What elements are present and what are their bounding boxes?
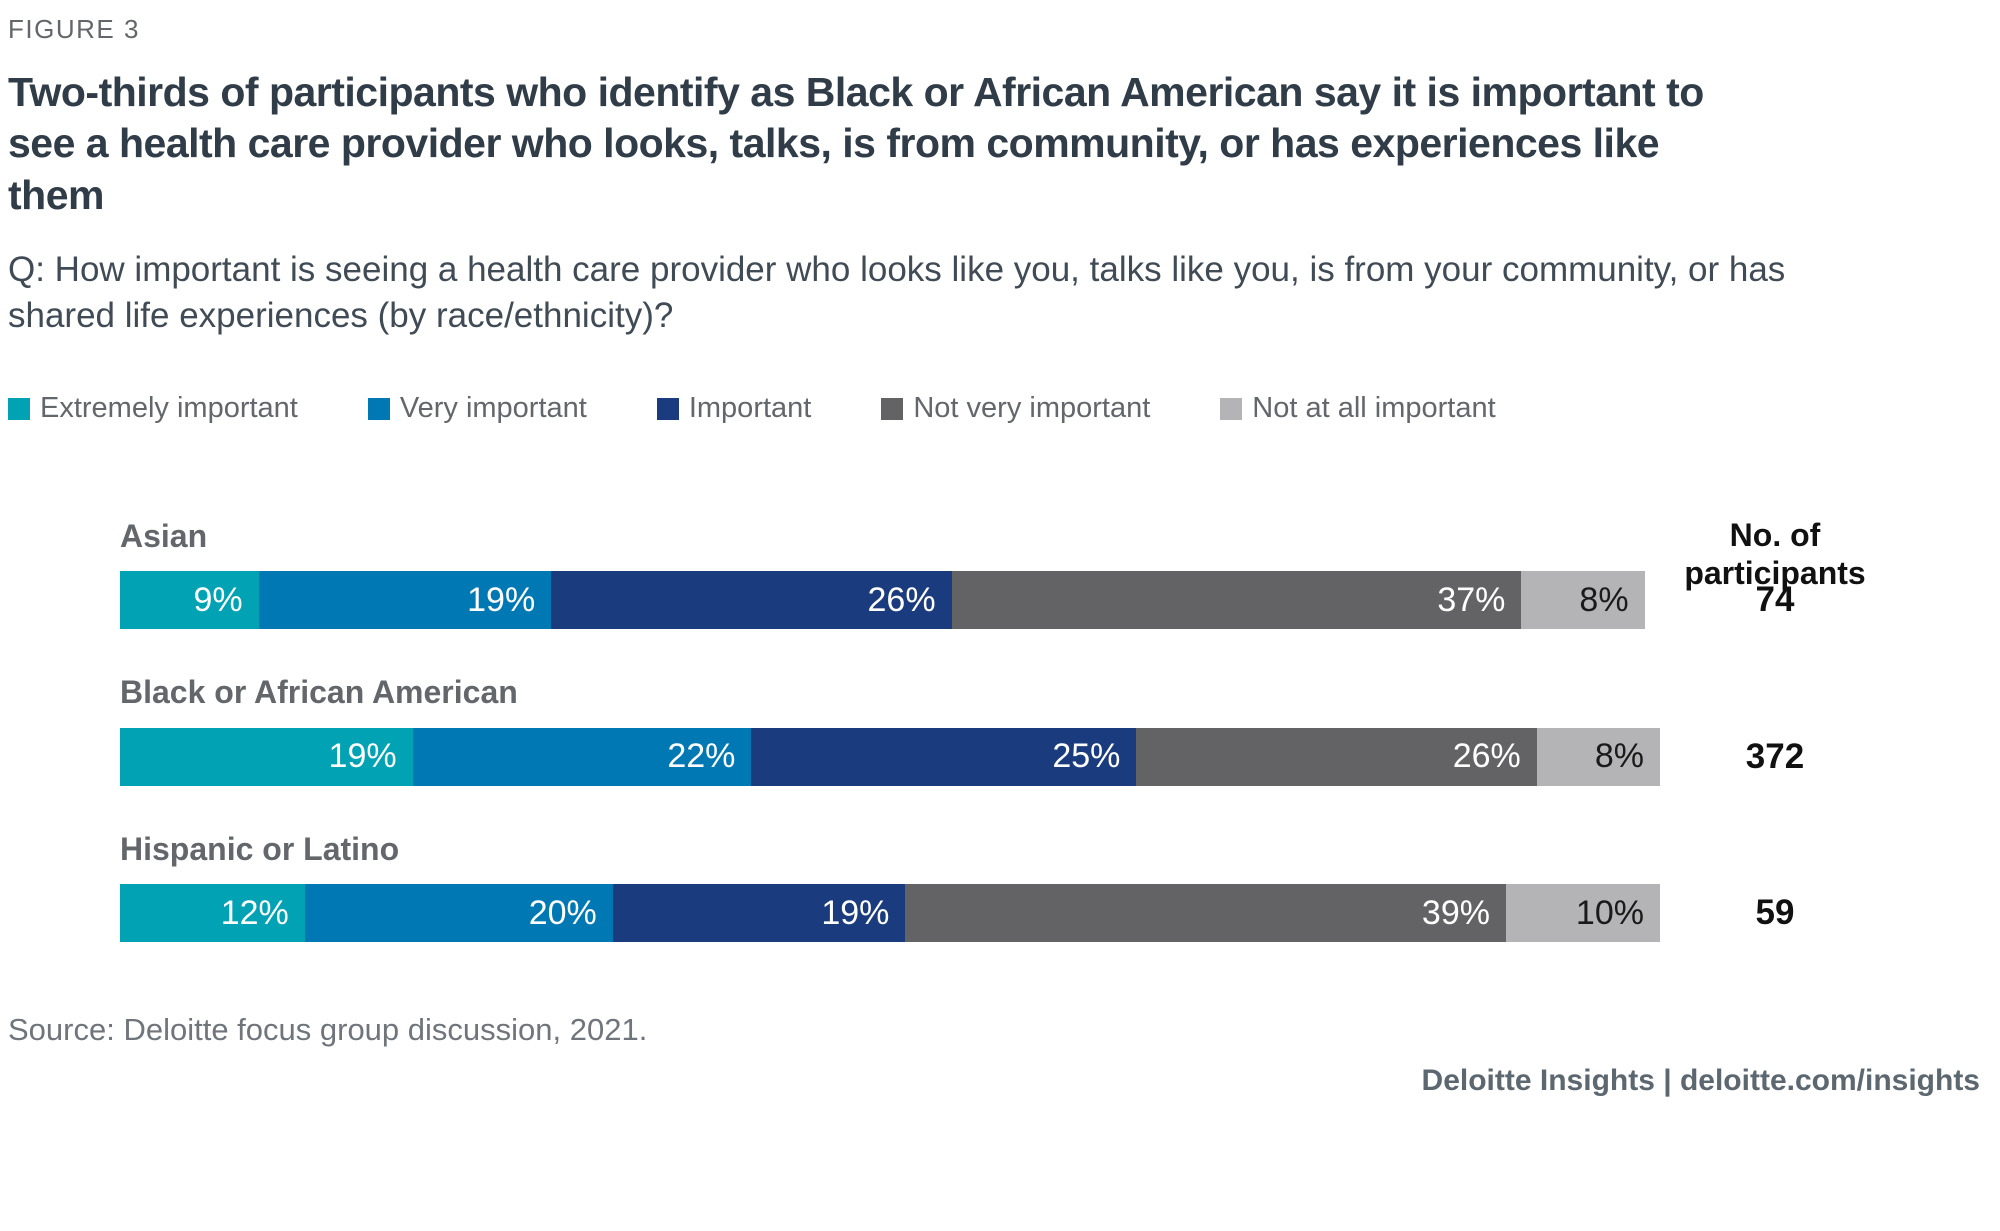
segment-value-label: 12% bbox=[220, 893, 289, 932]
bar-segment: 12% bbox=[120, 884, 305, 943]
participants-count: 59 bbox=[1755, 893, 1795, 933]
legend-swatch-icon bbox=[8, 397, 30, 420]
legend-swatch-icon bbox=[1220, 397, 1243, 420]
category-label: Hispanic or Latino bbox=[120, 830, 400, 867]
segment-value-label: 26% bbox=[1452, 737, 1521, 776]
chart-row: Black or African American 19% 22% 25% 26% 8% 3… bbox=[120, 673, 1992, 786]
segment-value-label: 19% bbox=[821, 893, 890, 932]
bar-line: 12% 20% 19% 39% 10% 59 bbox=[120, 884, 1992, 943]
segment-value-label: 8% bbox=[1579, 580, 1629, 619]
bar-segment: 8% bbox=[1536, 727, 1660, 786]
stacked-bar: 12% 20% 19% 39% 10% bbox=[120, 884, 1660, 943]
segment-value-label: 9% bbox=[193, 580, 243, 619]
figure-number-label: FIGURE 3 bbox=[8, 14, 140, 44]
bar-segment: 8% bbox=[1521, 571, 1645, 630]
legend-label: Important bbox=[688, 392, 812, 425]
bar-segment: 26% bbox=[1136, 727, 1537, 786]
bar-segment: 37% bbox=[951, 571, 1522, 630]
stacked-bar: 9% 19% 26% 37% 8% bbox=[120, 571, 1660, 630]
segment-value-label: 39% bbox=[1421, 893, 1490, 932]
bar-segment: 9% bbox=[120, 571, 259, 630]
participants-count: 372 bbox=[1745, 736, 1805, 776]
legend-label: Not at all important bbox=[1252, 392, 1496, 425]
stacked-bar: 19% 22% 25% 26% 8% bbox=[120, 727, 1660, 786]
bar-segment: 22% bbox=[412, 727, 752, 786]
legend-swatch-icon bbox=[881, 397, 904, 420]
chart-row: Hispanic or Latino 12% 20% 19% 39% 10% 59 bbox=[120, 830, 1992, 943]
segment-value-label: 19% bbox=[328, 737, 397, 776]
legend-item: Not very important bbox=[881, 392, 1150, 425]
legend-item: Not at all important bbox=[1220, 392, 1496, 425]
category-label: Asian bbox=[120, 518, 208, 555]
segment-value-label: 20% bbox=[528, 893, 597, 932]
segment-value-label: 37% bbox=[1437, 580, 1506, 619]
participants-count: 74 bbox=[1755, 580, 1795, 620]
legend-item: Extremely important bbox=[8, 392, 298, 425]
category-label: Black or African American bbox=[120, 674, 518, 711]
bar-segment: 25% bbox=[751, 727, 1137, 786]
legend-item: Important bbox=[656, 392, 812, 425]
bar-segment: 19% bbox=[120, 727, 413, 786]
bar-line: 9% 19% 26% 37% 8% 74 bbox=[120, 571, 1992, 630]
bar-segment: 10% bbox=[1505, 884, 1660, 943]
source-note: Source: Deloitte focus group discussion,… bbox=[8, 1012, 648, 1048]
segment-value-label: 19% bbox=[467, 580, 536, 619]
survey-question-text: Q: How important is seeing a health care… bbox=[8, 249, 1786, 336]
legend-label: Very important bbox=[399, 392, 587, 425]
legend-label: Extremely important bbox=[40, 392, 298, 425]
legend-swatch-icon bbox=[656, 397, 679, 420]
bar-line: 19% 22% 25% 26% 8% 372 bbox=[120, 727, 1992, 786]
bar-segment: 19% bbox=[612, 884, 906, 943]
segment-value-label: 26% bbox=[867, 580, 936, 619]
deloitte-insights-footer: Deloitte Insights | deloitte.com/insight… bbox=[1421, 1064, 1980, 1098]
bar-segment: 26% bbox=[551, 571, 952, 630]
bar-segment: 20% bbox=[304, 884, 613, 943]
legend-label: Not very important bbox=[913, 392, 1151, 425]
chart-rows: Asian 9% 19% 26% 37% 8% 74 Black or African Ame… bbox=[120, 517, 1992, 943]
stacked-bar-chart: No. of participants Asian 9% 19% 26% 37% 8% 74… bbox=[8, 517, 1992, 943]
chart-row: Asian 9% 19% 26% 37% 8% 74 bbox=[120, 517, 1992, 630]
bar-segment: 39% bbox=[905, 884, 1506, 943]
segment-value-label: 8% bbox=[1594, 737, 1644, 776]
segment-value-label: 25% bbox=[1052, 737, 1121, 776]
legend-item: Very important bbox=[367, 392, 587, 425]
segment-value-label: 10% bbox=[1575, 893, 1644, 932]
participants-column-header: No. of participants bbox=[1684, 517, 1866, 591]
legend-swatch-icon bbox=[367, 397, 390, 420]
chart-title: Two-thirds of participants who identify … bbox=[8, 69, 1704, 218]
legend: Extremely important Very important Importa… bbox=[8, 392, 1992, 425]
bar-segment: 19% bbox=[258, 571, 552, 630]
segment-value-label: 22% bbox=[667, 737, 736, 776]
